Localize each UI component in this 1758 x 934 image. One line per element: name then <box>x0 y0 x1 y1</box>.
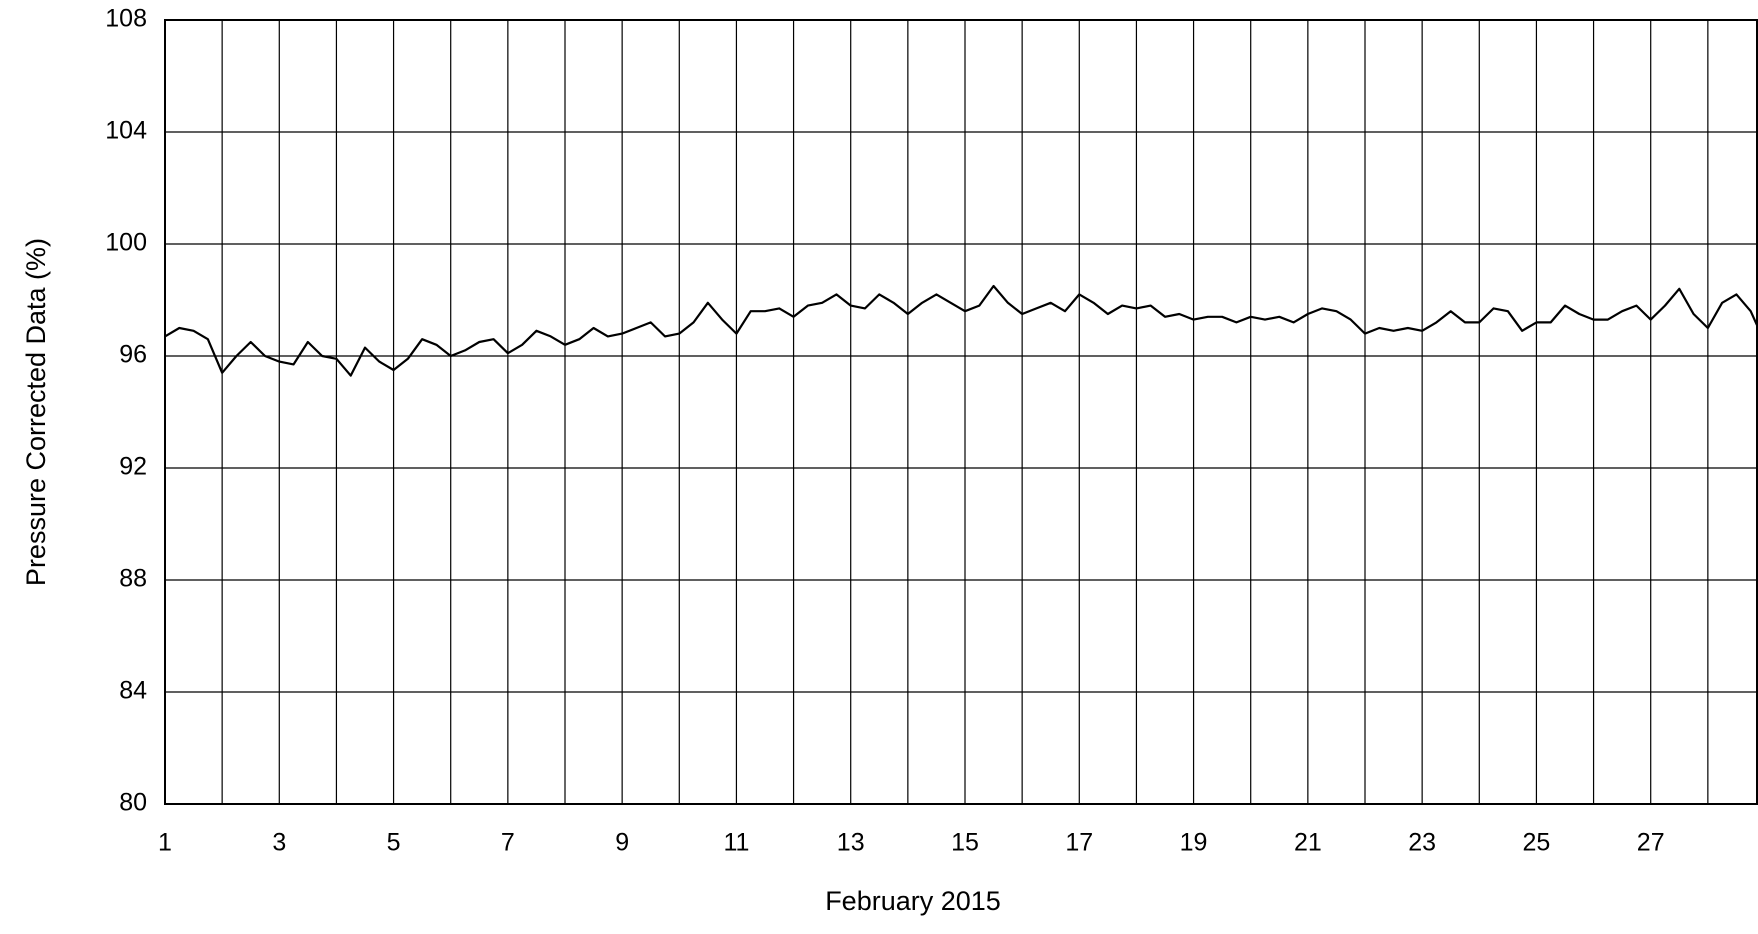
data-line <box>164 284 1758 377</box>
y-tick-label: 100 <box>105 229 147 257</box>
x-tick-label: 19 <box>1180 829 1208 857</box>
y-tick-label: 88 <box>119 565 147 593</box>
y-tick-label: 104 <box>105 117 147 145</box>
x-tick-label: 17 <box>1065 829 1093 857</box>
y-tick-label: 80 <box>119 789 147 817</box>
x-tick-label: 23 <box>1408 829 1436 857</box>
x-tick-label: 11 <box>723 829 749 857</box>
x-tick-label: 3 <box>272 829 286 857</box>
y-tick-label: 96 <box>119 341 147 369</box>
x-tick-label: 13 <box>837 829 865 857</box>
plot-frame <box>164 19 1758 805</box>
y-tick-label: 108 <box>105 5 147 33</box>
x-tick-label: 15 <box>951 829 979 857</box>
x-tick-label: 25 <box>1523 829 1551 857</box>
y-tick-label: 92 <box>119 453 147 481</box>
x-tick-label: 5 <box>387 829 401 857</box>
x-tick-label: 1 <box>158 829 172 857</box>
x-tick-label: 21 <box>1294 829 1322 857</box>
x-tick-label: 9 <box>615 829 629 857</box>
x-axis-title: February 2015 <box>825 886 1001 916</box>
x-tick-label: 27 <box>1637 829 1665 857</box>
x-tick-label: 7 <box>501 829 515 857</box>
y-axis-title: Pressure Corrected Data (%) <box>21 238 51 586</box>
y-tick-label: 84 <box>119 677 147 705</box>
